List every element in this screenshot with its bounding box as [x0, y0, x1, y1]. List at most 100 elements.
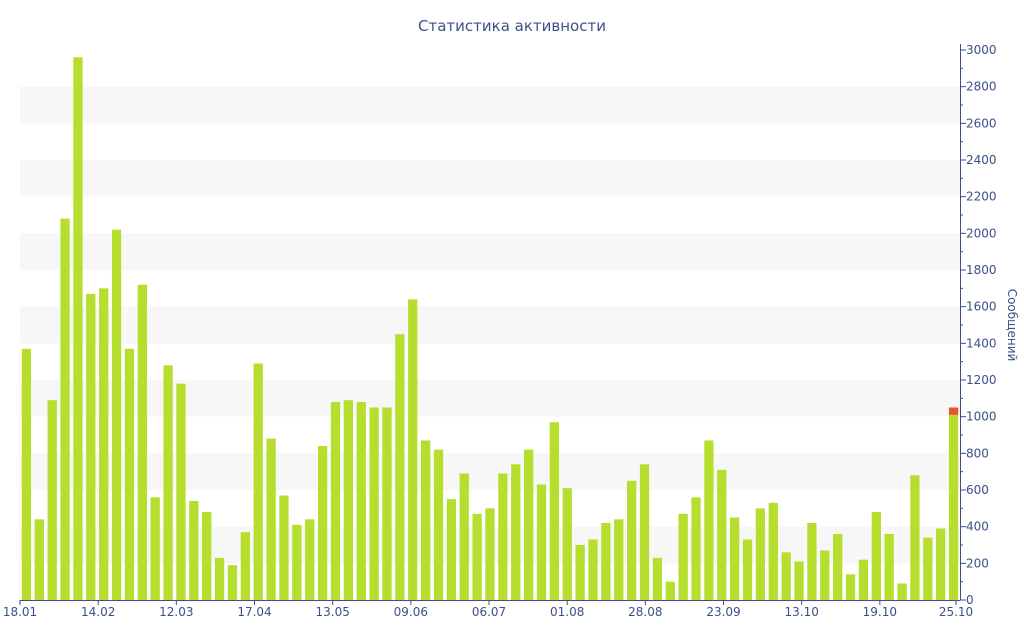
bar: [111, 229, 122, 601]
x-tick-label: 14.02: [81, 605, 115, 619]
bar: [562, 488, 572, 600]
bar: [897, 583, 907, 600]
x-tick-label: 09.06: [394, 605, 428, 619]
x-tick-label: 06.07: [472, 605, 506, 619]
bar: [858, 559, 869, 600]
y-tick-label: 2200: [966, 190, 997, 204]
bar: [446, 499, 456, 600]
bar: [343, 400, 353, 600]
bar: [86, 293, 96, 600]
x-tick-label: 17.04: [237, 605, 271, 619]
y-tick-label: 1600: [966, 300, 997, 314]
bar: [730, 517, 740, 600]
bar: [227, 565, 238, 600]
bar: [523, 449, 534, 600]
bar: [511, 464, 521, 600]
bar: [189, 501, 199, 600]
x-tick-label: 12.03: [159, 605, 193, 619]
bar: [485, 508, 495, 600]
bar: [266, 438, 276, 600]
x-tick-label: 18.01: [3, 605, 37, 619]
bar: [150, 497, 160, 600]
y-tick-label: 2800: [966, 80, 997, 94]
bar: [575, 545, 585, 600]
bar: [768, 502, 778, 600]
bar: [601, 523, 611, 600]
bar: [948, 414, 959, 600]
bar: [665, 581, 675, 600]
bar: [845, 574, 856, 600]
bar: [833, 534, 843, 600]
bar: [498, 473, 508, 600]
bar-highlight: [948, 407, 959, 415]
bar: [536, 484, 547, 600]
y-tick-label: 600: [966, 483, 989, 497]
grid-band: [20, 233, 960, 270]
bar: [73, 57, 83, 600]
y-tick-label: 2000: [966, 226, 997, 240]
grid-band: [20, 160, 960, 197]
bar: [317, 446, 328, 600]
bar: [420, 440, 431, 600]
bar: [356, 402, 366, 600]
bar: [137, 284, 147, 600]
y-tick-label: 0: [966, 593, 974, 607]
x-tick-label: 28.08: [628, 605, 662, 619]
bar: [691, 497, 701, 600]
y-tick-label: 2400: [966, 153, 997, 167]
bar: [99, 288, 109, 600]
bar: [163, 365, 173, 600]
bar: [253, 363, 263, 600]
bar: [755, 508, 766, 600]
bar: [395, 334, 405, 600]
y-tick-label: 1200: [966, 373, 997, 387]
bar: [794, 561, 804, 600]
chart-title: Статистика активности: [418, 17, 606, 35]
bars-group: [21, 57, 959, 601]
bar: [627, 480, 637, 600]
bar: [807, 523, 817, 600]
y-tick-label: 2600: [966, 116, 997, 130]
bar: [652, 557, 663, 600]
bar: [240, 532, 250, 600]
grid-bands: [20, 86, 960, 564]
x-tick-label: 01.08: [550, 605, 584, 619]
bar: [704, 440, 714, 600]
x-tick-label: 19.10: [863, 605, 897, 619]
bar: [923, 537, 933, 600]
bar: [871, 512, 881, 600]
bar: [614, 519, 624, 600]
bar: [549, 422, 560, 600]
bar: [47, 400, 57, 600]
grid-band: [20, 380, 960, 417]
y-ticks-group: 0 200 400 600 800 1000 1200 1400 1600 1800 2000 220…: [960, 43, 997, 607]
bar: [60, 218, 70, 601]
bar: [279, 495, 289, 600]
y-tick-label: 800: [966, 446, 989, 460]
bar: [678, 513, 688, 600]
bar: [176, 383, 186, 600]
grid-band: [20, 453, 960, 490]
y-tick-label: 3000: [966, 43, 997, 57]
bar: [34, 519, 44, 600]
bar: [292, 524, 302, 600]
grid-band: [20, 306, 960, 344]
y-axis-title: Сообщений: [1005, 289, 1019, 362]
bar: [820, 550, 830, 600]
grid-band: [20, 86, 960, 124]
bar: [214, 557, 225, 600]
bar: [936, 528, 946, 600]
bar: [781, 552, 791, 600]
bar: [382, 407, 392, 600]
bar: [742, 539, 753, 600]
x-tick-label: 23.09: [706, 605, 740, 619]
x-ticks-group: 18.01 14.02 12.03 17.04 13.05 09.06 06.07 01.08…: [3, 600, 973, 619]
y-tick-label: 1400: [966, 336, 997, 350]
bar: [21, 348, 32, 600]
y-tick-label: 200: [966, 556, 989, 570]
x-tick-label: 25.10: [939, 605, 973, 619]
bar: [472, 513, 482, 600]
x-tick-label: 13.05: [315, 605, 349, 619]
y-tick-label: 1000: [966, 410, 997, 424]
